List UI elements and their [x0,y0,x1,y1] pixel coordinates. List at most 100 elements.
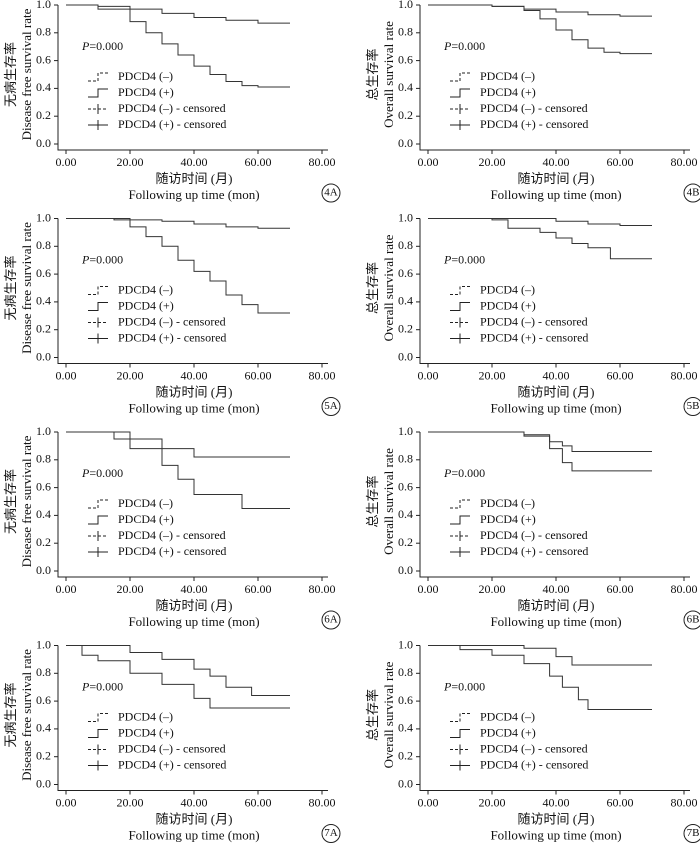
y-tick-label: 0.8 [398,452,413,466]
x-tick-label: 20.00 [117,155,144,169]
y-tick-label: 0.2 [36,108,51,122]
legend-label: PDCD4 (+) [118,725,174,739]
y-tick-label: 0.0 [36,563,51,577]
survival-curve [428,4,652,55]
y-tick-label: 0.2 [398,748,413,762]
x-tick-label: 60.00 [607,155,634,169]
x-tick-label: 80.00 [309,368,336,382]
y-tick-label: 0.8 [398,25,413,39]
legend-symbol [88,499,108,509]
axes [419,432,690,578]
panel: 0.0 0.2 0.4 0.6 0.8 1.0 0.00 20.00 40.00 60.00 80.… [365,424,700,630]
y-tick-label: 0.8 [36,25,51,39]
x-axis-label-cn: 随访时间 (月) [156,384,233,399]
y-tick-label: 0.0 [398,776,413,790]
x-tick-label: 20.00 [479,582,506,596]
x-axis-label-cn: 随访时间 (月) [518,811,595,826]
y-tick-label: 0.6 [398,52,413,66]
x-tick-label: 60.00 [245,795,272,809]
p-symbol: P [443,466,452,480]
p-text: =0.000 [89,252,123,266]
y-tick-label: 1.0 [36,637,51,651]
panel-label: 5B [687,400,700,412]
y-tick-label: 0.2 [36,748,51,762]
legend-label: PDCD4 (–) [480,69,535,83]
x-tick-label: 0.00 [418,795,439,809]
x-axis-label-en: Following up time (mon) [490,400,621,415]
y-tick-label: 0.0 [398,136,413,150]
p-text: =0.000 [451,39,485,53]
legend-symbol [88,515,108,525]
p-symbol: P [81,252,90,266]
x-tick-label: 60.00 [245,155,272,169]
x-tick-label: 20.00 [117,368,144,382]
legend-label: PDCD4 (+) [480,85,536,99]
x-tick-label: 80.00 [671,795,698,809]
legend-label: PDCD4 (+) - censored [118,544,226,558]
panel-label: 7B [687,827,700,839]
legend-label: PDCD4 (+) [480,512,536,526]
y-tick-label: 0.6 [398,693,413,707]
y-tick-label: 0.0 [398,349,413,363]
survival-curve [66,645,290,697]
legend-label: PDCD4 (+) - censored [118,330,226,344]
p-symbol: P [443,39,452,53]
y-tick-label: 0.0 [36,349,51,363]
axes [57,218,328,364]
x-axis-label-en: Following up time (mon) [490,614,621,629]
legend-label: PDCD4 (+) [118,298,174,312]
y-tick-label: 0.4 [398,294,413,308]
p-text: =0.000 [89,679,123,693]
survival-curve [428,645,652,710]
y-tick-label: 1.0 [398,424,413,438]
legend-label: PDCD4 (–) [118,496,173,510]
legend-label: PDCD4 (+) [118,85,174,99]
legend-label: PDCD4 (+) - censored [118,117,226,131]
legend-symbol [450,286,470,295]
legend-symbol [450,302,470,311]
p-value: P=0.000 [81,679,123,693]
y-axis-label-cn: 无病生存率 [3,682,18,747]
legend-symbol [450,515,470,525]
panel-badge [683,397,700,416]
survival-curve [66,431,290,509]
y-axis-label-cn: 无病生存率 [3,255,18,320]
legend-label: PDCD4 (–) - censored [480,101,588,115]
p-symbol: P [81,679,90,693]
y-tick-label: 0.4 [36,80,51,94]
panel: 0.0 0.2 0.4 0.6 0.8 1.0 0.00 20.00 40.00 60.00 80.… [3,637,341,843]
panel-label: 7A [324,827,338,839]
x-tick-label: 0.00 [418,155,439,169]
x-tick-label: 40.00 [543,795,570,809]
panel: 0.0 0.2 0.4 0.6 0.8 1.0 0.00 20.00 40.00 60.00 80.… [365,210,700,416]
legend-label: PDCD4 (–) - censored [118,314,226,328]
panel: 0.0 0.2 0.4 0.6 0.8 1.0 0.00 20.00 40.00 60.00 80.… [3,210,341,416]
p-value: P=0.000 [443,252,485,266]
p-text: =0.000 [89,466,123,480]
legend-label: PDCD4 (+) - censored [480,330,588,344]
axes [57,645,328,791]
legend-label: PDCD4 (+) - censored [118,757,226,771]
y-tick-label: 1.0 [398,210,413,224]
y-tick-label: 0.6 [36,52,51,66]
y-tick-label: 0.4 [398,507,413,521]
y-axis-label-en: Disease free survival rate [19,8,34,140]
y-tick-label: 0.8 [36,665,51,679]
p-value: P=0.000 [81,252,123,266]
legend-label: PDCD4 (+) [480,725,536,739]
legend-label: PDCD4 (+) - censored [480,117,588,131]
y-tick-label: 0.2 [36,321,51,335]
legend-label: PDCD4 (–) - censored [480,314,588,328]
x-tick-label: 60.00 [245,582,272,596]
legend-label: PDCD4 (–) - censored [480,741,588,755]
y-tick-label: 0.4 [398,721,413,735]
panel-label: 4A [324,187,338,199]
p-text: =0.000 [451,679,485,693]
survival-curve [66,218,290,229]
panel-badge [683,824,700,843]
panel-badge [321,610,341,630]
x-axis-label-en: Following up time (mon) [490,187,621,202]
y-tick-label: 0.6 [36,266,51,280]
legend-label: PDCD4 (–) [480,709,535,723]
